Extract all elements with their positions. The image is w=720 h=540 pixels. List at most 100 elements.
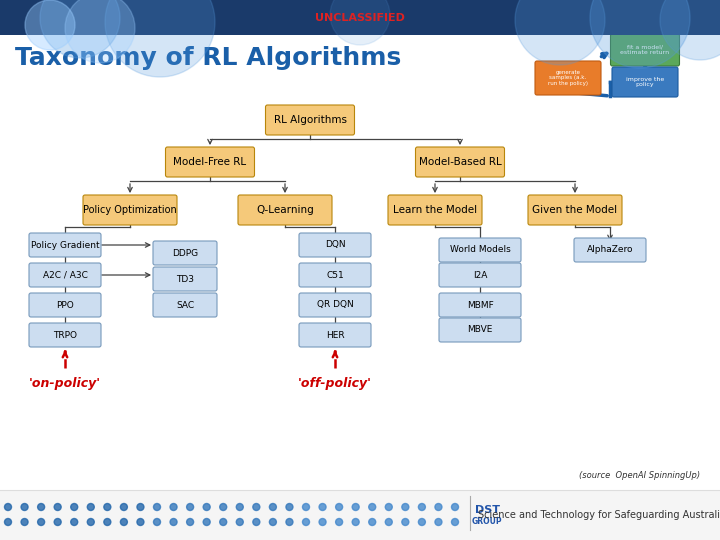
Circle shape [25,0,75,50]
FancyBboxPatch shape [83,195,177,225]
Circle shape [302,518,310,525]
FancyBboxPatch shape [29,263,101,287]
Circle shape [236,503,243,510]
Circle shape [4,518,12,525]
FancyBboxPatch shape [535,61,601,95]
FancyBboxPatch shape [439,293,521,317]
Text: Model-Based RL: Model-Based RL [418,157,501,167]
Circle shape [253,518,260,525]
Text: 'on-policy': 'on-policy' [29,377,101,390]
Text: DST: DST [474,505,500,515]
Circle shape [418,518,426,525]
FancyBboxPatch shape [29,233,101,257]
Text: QR DQN: QR DQN [317,300,354,309]
Circle shape [21,503,28,510]
Circle shape [203,503,210,510]
Text: TD3: TD3 [176,274,194,284]
Circle shape [54,503,61,510]
Circle shape [336,518,343,525]
Circle shape [40,0,120,58]
Text: Given the Model: Given the Model [532,205,618,215]
Text: generate
samples (a.k.
run the policy): generate samples (a.k. run the policy) [548,70,588,86]
Circle shape [451,518,459,525]
Circle shape [153,518,161,525]
Text: UNCLASSIFIED: UNCLASSIFIED [315,13,405,23]
Text: Policy Gradient: Policy Gradient [31,240,99,249]
Text: HER: HER [325,330,344,340]
Bar [0,490,720,540]
Circle shape [253,503,260,510]
Circle shape [54,518,61,525]
Circle shape [660,0,720,60]
Circle shape [220,518,227,525]
Text: improve the
policy: improve the policy [626,77,664,87]
Text: (source  OpenAI SpinningUp): (source OpenAI SpinningUp) [579,470,700,480]
Circle shape [352,518,359,525]
Circle shape [105,0,215,77]
Circle shape [435,518,442,525]
Text: Policy Optimization: Policy Optimization [83,205,177,215]
Text: DDPG: DDPG [172,248,198,258]
Bar [0,0,720,35]
Text: Q-Learning: Q-Learning [256,205,314,215]
FancyBboxPatch shape [238,195,332,225]
Circle shape [37,518,45,525]
Text: Taxonomy of RL Algorithms: Taxonomy of RL Algorithms [15,46,401,70]
Text: fit a model/
estimate return: fit a model/ estimate return [621,45,670,56]
Circle shape [590,0,690,68]
Circle shape [236,518,243,525]
Circle shape [120,518,127,525]
Circle shape [286,518,293,525]
Text: 'off-policy': 'off-policy' [298,377,372,390]
Circle shape [220,503,227,510]
FancyBboxPatch shape [153,267,217,291]
Text: TRPO: TRPO [53,330,77,340]
FancyBboxPatch shape [299,293,371,317]
Circle shape [286,503,293,510]
Circle shape [71,518,78,525]
Text: C51: C51 [326,271,344,280]
Circle shape [120,503,127,510]
FancyBboxPatch shape [29,323,101,347]
FancyBboxPatch shape [388,195,482,225]
FancyBboxPatch shape [612,67,678,97]
Circle shape [137,503,144,510]
Circle shape [186,518,194,525]
FancyBboxPatch shape [299,233,371,257]
Circle shape [4,503,12,510]
Circle shape [402,503,409,510]
FancyBboxPatch shape [266,105,354,135]
Circle shape [203,518,210,525]
Circle shape [71,503,78,510]
Circle shape [451,503,459,510]
Text: A2C / A3C: A2C / A3C [42,271,87,280]
FancyBboxPatch shape [611,34,680,66]
Text: Science and Technology for Safeguarding Australia: Science and Technology for Safeguarding … [478,510,720,520]
Text: GROUP: GROUP [472,517,503,526]
FancyBboxPatch shape [166,147,254,177]
Text: World Models: World Models [449,246,510,254]
Text: Model-Free RL: Model-Free RL [174,157,246,167]
FancyBboxPatch shape [299,263,371,287]
Text: Learn the Model: Learn the Model [393,205,477,215]
Circle shape [65,0,135,63]
Text: I2A: I2A [473,271,487,280]
Circle shape [385,518,392,525]
Circle shape [21,518,28,525]
FancyBboxPatch shape [439,238,521,262]
FancyBboxPatch shape [439,318,521,342]
Circle shape [319,503,326,510]
FancyBboxPatch shape [153,293,217,317]
Circle shape [170,503,177,510]
Circle shape [186,503,194,510]
Circle shape [170,518,177,525]
Circle shape [369,518,376,525]
Text: DQN: DQN [325,240,346,249]
Circle shape [302,503,310,510]
Circle shape [330,0,390,45]
Text: MBMF: MBMF [467,300,493,309]
Circle shape [153,503,161,510]
FancyBboxPatch shape [299,323,371,347]
Circle shape [385,503,392,510]
Circle shape [435,503,442,510]
